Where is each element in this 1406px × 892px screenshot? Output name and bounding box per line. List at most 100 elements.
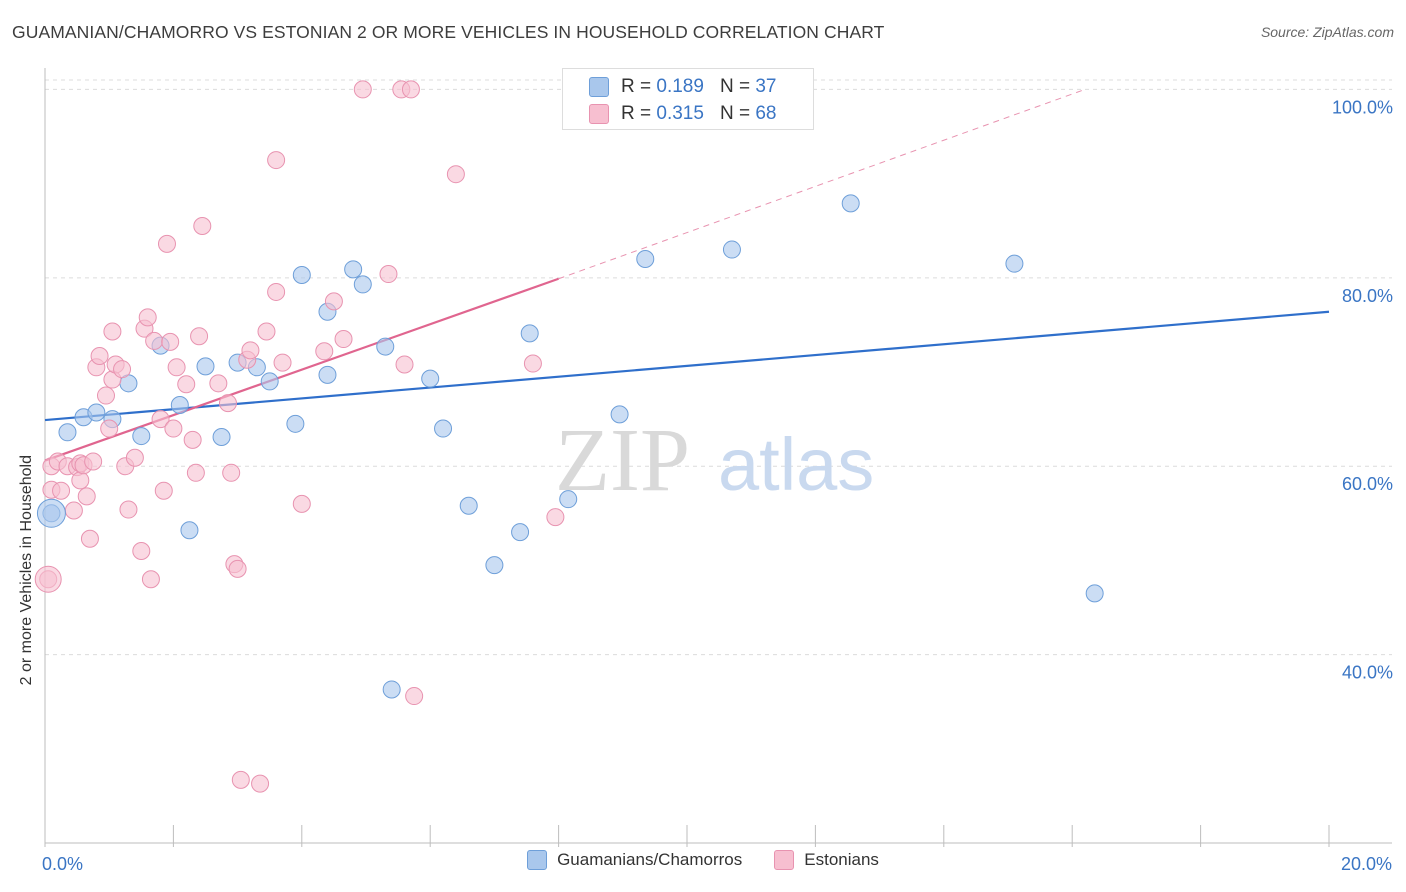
guamanian-point: [58, 423, 77, 442]
guamanian-point: [180, 521, 199, 540]
data-points: [34, 80, 1104, 793]
guamanian-point: [382, 680, 401, 699]
guamanian-point: [87, 403, 106, 422]
guamanian-point: [1085, 584, 1104, 603]
estonian-point: [154, 481, 173, 500]
estonian-point: [161, 332, 180, 351]
y-axis-label: 2 or more Vehicles in Household: [18, 455, 35, 686]
y-tick-label: 80.0%: [1342, 286, 1393, 306]
x-tick-label: 20.0%: [1341, 854, 1392, 874]
y-tick-label: 60.0%: [1342, 474, 1393, 494]
guamanian-point: [459, 496, 478, 515]
guamanian-point: [132, 427, 151, 446]
guamanian-point: [260, 372, 279, 391]
n-value: 68: [755, 103, 777, 124]
guamanian-point: [421, 369, 440, 388]
legend-item-guamanians[interactable]: Guamanians/Chamorros: [527, 850, 742, 870]
estonian-point: [193, 217, 212, 236]
estonian-point: [523, 354, 542, 373]
guamanian-point: [520, 324, 539, 343]
guamanian-point: [318, 365, 337, 384]
estonian-point: [190, 327, 209, 346]
legend-label-guamanians: Guamanians/Chamorros: [557, 850, 743, 869]
tick-labels: 100.0% 80.0% 60.0% 40.0% 0.0% 20.0%: [42, 97, 1393, 874]
guamanian-point: [841, 194, 860, 213]
y-tick-label: 100.0%: [1332, 97, 1393, 117]
guamanian-point: [511, 523, 530, 542]
estonian-point: [231, 770, 250, 789]
estonian-point: [334, 330, 353, 349]
pink-swatch: [589, 104, 609, 124]
y-tick-label: 40.0%: [1342, 663, 1393, 683]
estonian-point: [241, 341, 260, 360]
trend-lines: [44, 88, 1330, 462]
stats-legend: R = 0.189 N = 37 R = 0.315 N = 68: [562, 68, 814, 130]
estonian-point: [218, 394, 237, 413]
y-axis-label-wrap: 2 or more Vehicles in Household: [18, 340, 36, 685]
estonian-point: [77, 487, 96, 506]
guamanian-point: [344, 260, 363, 279]
estonian-point: [257, 322, 276, 341]
estonian-point: [164, 419, 183, 438]
legend-swatch-blue: [527, 850, 548, 870]
estonian-point: [395, 355, 414, 374]
estonian-point: [96, 386, 115, 405]
estonian-point: [157, 234, 176, 253]
estonian-point: [401, 80, 420, 99]
guamanian-point: [212, 428, 231, 447]
estonian-point: [251, 774, 270, 793]
r-label: R =: [621, 76, 652, 97]
estonian-point: [353, 80, 372, 99]
guamanian-point: [485, 556, 504, 575]
guamanian-point: [610, 405, 629, 424]
estonian-point: [315, 342, 334, 361]
estonian-point-large: [34, 565, 62, 593]
n-value: 37: [755, 76, 777, 97]
estonian-point: [183, 430, 202, 449]
estonian-point: [186, 463, 205, 482]
legend-item-estonians[interactable]: Estonians: [774, 850, 879, 870]
r-label: R =: [621, 103, 652, 124]
stats-row-estonian: R = 0.315 N = 68: [589, 101, 776, 127]
guamanian-point: [353, 275, 372, 294]
guamanian-point: [196, 357, 215, 376]
r-value: 0.315: [656, 103, 704, 124]
source-label: Source: ZipAtlas.com: [1260, 24, 1394, 40]
estonian-point: [132, 541, 151, 560]
r-value: 0.189: [656, 76, 704, 97]
legend-label-estonians: Estonians: [804, 850, 879, 869]
bottom-legend: Guamanians/Chamorros Estonians: [0, 850, 1406, 870]
estonian-point: [405, 687, 424, 706]
estonian-point: [228, 559, 247, 578]
watermark-zip: ZIP: [555, 411, 690, 510]
estonian-point: [145, 331, 164, 350]
guamanian-point: [722, 240, 741, 259]
n-label: N =: [719, 76, 751, 97]
estonian-point: [80, 529, 99, 548]
x-tick-label: 0.0%: [42, 854, 83, 874]
estonian-point: [273, 353, 292, 372]
estonian-point: [125, 448, 144, 467]
guamanian-point: [376, 337, 395, 356]
guamanian-point: [1005, 254, 1024, 273]
axes: [44, 68, 1392, 847]
estonian-point: [71, 471, 90, 490]
estonian-point: [138, 308, 157, 327]
estonian-point: [103, 322, 122, 341]
estonian-point: [209, 374, 228, 393]
guamanian-point: [286, 414, 305, 433]
estonian-point: [52, 481, 71, 500]
estonian-trend-line: [44, 277, 559, 462]
guamanian-point: [636, 249, 655, 268]
estonian-point: [167, 358, 186, 377]
estonian-point: [119, 500, 138, 519]
estonian-point: [267, 151, 286, 170]
watermark: ZIP atlas: [555, 411, 874, 510]
watermark-atlas: atlas: [718, 423, 874, 506]
n-label: N =: [719, 103, 751, 124]
blue-swatch: [589, 77, 609, 97]
estonian-point: [292, 494, 311, 513]
estonian-point: [64, 501, 83, 520]
estonian-point: [90, 346, 109, 365]
